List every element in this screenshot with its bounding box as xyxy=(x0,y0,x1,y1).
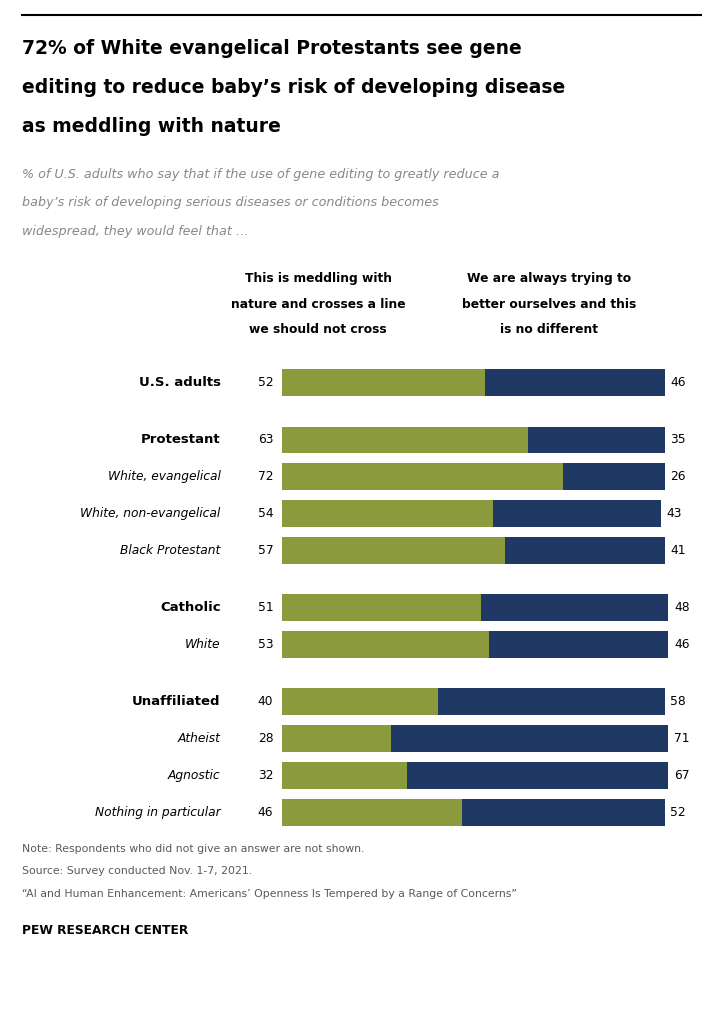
Text: “AI and Human Enhancement: Americans’ Openness Is Tempered by a Range of Concern: “AI and Human Enhancement: Americans’ Op… xyxy=(22,889,517,899)
Text: better ourselves and this: better ourselves and this xyxy=(462,298,637,311)
Text: 51: 51 xyxy=(257,602,273,614)
Text: baby’s risk of developing serious diseases or conditions becomes: baby’s risk of developing serious diseas… xyxy=(22,196,438,210)
Text: 48: 48 xyxy=(675,602,690,614)
Text: widespread, they would feel that …: widespread, they would feel that … xyxy=(22,225,248,238)
Text: as meddling with nature: as meddling with nature xyxy=(22,117,281,136)
Text: White: White xyxy=(185,638,221,651)
Text: White, evangelical: White, evangelical xyxy=(108,471,221,483)
Text: 67: 67 xyxy=(675,769,690,782)
Text: U.S. adults: U.S. adults xyxy=(139,376,221,389)
Text: Note: Respondents who did not give an answer are not shown.: Note: Respondents who did not give an an… xyxy=(22,844,364,854)
Text: 32: 32 xyxy=(258,769,273,782)
Text: 63: 63 xyxy=(258,434,273,446)
Text: nature and crosses a line: nature and crosses a line xyxy=(231,298,406,311)
Text: is no different: is no different xyxy=(500,323,599,337)
Text: 35: 35 xyxy=(670,434,686,446)
Text: Atheist: Atheist xyxy=(178,732,221,745)
Text: 46: 46 xyxy=(258,806,273,818)
Text: 72: 72 xyxy=(258,471,273,483)
Text: 52: 52 xyxy=(257,376,273,389)
Text: Nothing in particular: Nothing in particular xyxy=(95,806,221,818)
Text: editing to reduce baby’s risk of developing disease: editing to reduce baby’s risk of develop… xyxy=(22,78,565,97)
Text: 71: 71 xyxy=(675,732,690,745)
Text: 26: 26 xyxy=(670,471,686,483)
Text: Black Protestant: Black Protestant xyxy=(120,544,221,557)
Text: 46: 46 xyxy=(670,376,686,389)
Text: 57: 57 xyxy=(257,544,273,557)
Text: 40: 40 xyxy=(258,696,273,708)
Text: We are always trying to: We are always trying to xyxy=(467,272,632,285)
Text: we should not cross: we should not cross xyxy=(249,323,387,337)
Text: 43: 43 xyxy=(667,507,682,520)
Text: 53: 53 xyxy=(257,638,273,651)
Text: 72% of White evangelical Protestants see gene: 72% of White evangelical Protestants see… xyxy=(22,39,521,58)
Text: % of U.S. adults who say that if the use of gene editing to greatly reduce a: % of U.S. adults who say that if the use… xyxy=(22,168,499,181)
Text: 28: 28 xyxy=(257,732,273,745)
Text: Source: Survey conducted Nov. 1-7, 2021.: Source: Survey conducted Nov. 1-7, 2021. xyxy=(22,866,252,877)
Text: 41: 41 xyxy=(670,544,686,557)
Text: 52: 52 xyxy=(670,806,686,818)
Text: Catholic: Catholic xyxy=(160,602,221,614)
Text: PEW RESEARCH CENTER: PEW RESEARCH CENTER xyxy=(22,924,188,937)
Text: Unaffiliated: Unaffiliated xyxy=(132,696,221,708)
Text: 54: 54 xyxy=(257,507,273,520)
Text: Protestant: Protestant xyxy=(141,434,221,446)
Text: This is meddling with: This is meddling with xyxy=(244,272,392,285)
Text: Agnostic: Agnostic xyxy=(168,769,221,782)
Text: 58: 58 xyxy=(670,696,686,708)
Text: 46: 46 xyxy=(675,638,690,651)
Text: White, non-evangelical: White, non-evangelical xyxy=(80,507,221,520)
